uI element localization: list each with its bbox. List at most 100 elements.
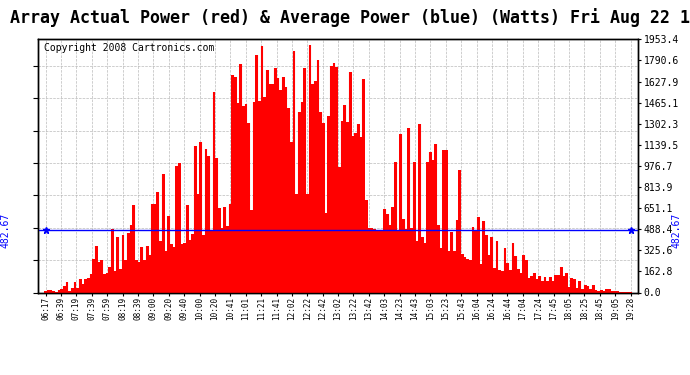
Bar	[77, 288, 79, 292]
Bar	[261, 46, 264, 292]
Bar	[400, 134, 402, 292]
Bar	[202, 235, 205, 292]
Bar	[79, 279, 81, 292]
Bar	[111, 229, 114, 292]
Bar	[290, 142, 293, 292]
Bar	[188, 240, 191, 292]
Bar	[461, 254, 464, 292]
Bar	[408, 128, 411, 292]
Bar	[448, 251, 451, 292]
Bar	[92, 258, 95, 292]
Bar	[437, 225, 440, 292]
Bar	[386, 213, 389, 292]
Bar	[528, 278, 531, 292]
Bar	[426, 162, 429, 292]
Bar	[504, 248, 506, 292]
Bar	[279, 90, 282, 292]
Bar	[485, 235, 488, 292]
Bar	[314, 81, 317, 292]
Bar	[108, 267, 111, 292]
Bar	[135, 260, 138, 292]
Bar	[44, 291, 47, 292]
Bar	[562, 276, 565, 292]
Bar	[161, 174, 164, 292]
Bar	[402, 219, 405, 292]
Bar	[250, 210, 253, 292]
Bar	[373, 229, 375, 292]
Bar	[535, 279, 538, 292]
Bar	[335, 67, 338, 292]
Bar	[215, 158, 218, 292]
Bar	[546, 281, 549, 292]
Bar	[264, 97, 266, 292]
Bar	[327, 116, 330, 292]
Bar	[565, 273, 568, 292]
Bar	[333, 63, 335, 292]
Bar	[410, 228, 413, 292]
Bar	[541, 281, 544, 292]
Bar	[244, 104, 247, 292]
Bar	[455, 220, 458, 292]
Bar	[138, 262, 141, 292]
Bar	[434, 144, 437, 292]
Bar	[157, 192, 159, 292]
Bar	[210, 231, 213, 292]
Bar	[282, 77, 285, 292]
Bar	[575, 288, 578, 292]
Bar	[394, 162, 397, 292]
Bar	[81, 284, 84, 292]
Bar	[167, 216, 170, 292]
Bar	[501, 271, 504, 292]
Bar	[458, 170, 461, 292]
Bar	[357, 124, 359, 292]
Bar	[159, 241, 162, 292]
Bar	[287, 108, 290, 292]
Bar	[424, 243, 426, 292]
Bar	[595, 290, 598, 292]
Bar	[117, 237, 119, 292]
Bar	[304, 68, 306, 292]
Bar	[87, 278, 90, 292]
Bar	[119, 269, 122, 292]
Bar	[237, 103, 239, 292]
Bar	[466, 259, 469, 292]
Bar	[431, 160, 434, 292]
Bar	[381, 231, 384, 292]
Bar	[50, 290, 52, 292]
Bar	[375, 230, 378, 292]
Bar	[517, 268, 520, 292]
Bar	[295, 194, 298, 292]
Bar	[341, 121, 344, 292]
Bar	[277, 78, 279, 292]
Bar	[488, 255, 491, 292]
Text: Copyright 2008 Cartronics.com: Copyright 2008 Cartronics.com	[44, 43, 215, 53]
Bar	[298, 112, 301, 292]
Bar	[552, 280, 555, 292]
Bar	[560, 267, 562, 292]
Bar	[293, 51, 295, 292]
Bar	[319, 112, 322, 292]
Bar	[330, 66, 333, 292]
Bar	[266, 70, 268, 292]
Bar	[322, 123, 325, 292]
Bar	[242, 106, 245, 292]
Bar	[90, 274, 92, 292]
Bar	[586, 286, 589, 292]
Bar	[308, 45, 311, 292]
Bar	[178, 163, 181, 292]
Bar	[63, 286, 66, 292]
Bar	[84, 279, 87, 292]
Bar	[285, 87, 288, 292]
Bar	[605, 289, 608, 292]
Bar	[549, 278, 552, 292]
Bar	[589, 289, 592, 292]
Bar	[429, 152, 432, 292]
Bar	[140, 247, 144, 292]
Bar	[255, 55, 258, 292]
Bar	[348, 72, 351, 292]
Bar	[584, 285, 586, 292]
Bar	[199, 142, 202, 292]
Bar	[154, 204, 157, 292]
Bar	[52, 291, 55, 292]
Bar	[218, 208, 221, 292]
